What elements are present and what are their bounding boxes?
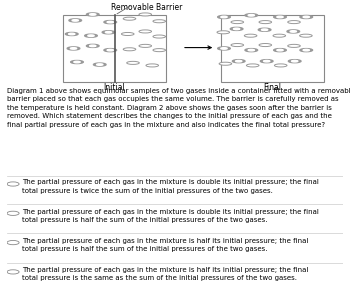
Circle shape [274, 16, 286, 18]
Circle shape [104, 49, 117, 52]
Circle shape [303, 16, 309, 18]
Circle shape [7, 182, 19, 186]
Circle shape [232, 60, 245, 63]
Circle shape [264, 60, 270, 62]
Circle shape [300, 34, 312, 37]
Circle shape [153, 20, 166, 23]
Circle shape [86, 13, 99, 16]
Circle shape [139, 44, 152, 47]
Circle shape [303, 49, 309, 51]
Circle shape [261, 29, 268, 30]
Circle shape [90, 45, 96, 47]
Circle shape [245, 14, 258, 17]
Circle shape [300, 16, 313, 18]
Circle shape [260, 60, 273, 63]
Circle shape [90, 14, 96, 15]
Circle shape [7, 270, 19, 274]
Circle shape [105, 32, 112, 33]
Circle shape [288, 44, 300, 47]
Circle shape [65, 33, 78, 35]
Circle shape [69, 19, 82, 22]
Circle shape [259, 43, 272, 47]
Text: The partial pressure of each gas in the mixture is double its initial pressure; : The partial pressure of each gas in the … [22, 209, 319, 223]
Circle shape [139, 13, 152, 16]
Circle shape [231, 43, 244, 47]
Circle shape [86, 44, 99, 47]
Circle shape [277, 49, 283, 51]
Circle shape [219, 62, 232, 65]
Circle shape [67, 47, 80, 50]
Circle shape [71, 60, 83, 64]
Circle shape [246, 64, 259, 67]
Text: The partial pressure of each gas in the mixture is double its initial pressure; : The partial pressure of each gas in the … [22, 179, 319, 194]
Circle shape [85, 34, 97, 37]
Circle shape [233, 28, 240, 30]
Circle shape [300, 49, 313, 52]
Circle shape [153, 35, 166, 38]
Circle shape [217, 31, 230, 34]
Text: Removable Barrier: Removable Barrier [111, 3, 183, 11]
Circle shape [7, 241, 19, 245]
Circle shape [88, 35, 94, 36]
Circle shape [221, 48, 227, 49]
Circle shape [104, 21, 117, 24]
Circle shape [97, 64, 103, 65]
Circle shape [123, 48, 136, 51]
Text: Initial: Initial [104, 83, 126, 92]
Text: The partial pressure of each gas in the mixture is half its initial pressure; th: The partial pressure of each gas in the … [22, 238, 308, 252]
Circle shape [273, 34, 286, 37]
Circle shape [93, 63, 106, 66]
Circle shape [127, 61, 139, 64]
Text: Final: Final [263, 83, 281, 92]
Bar [220, 15, 324, 81]
Circle shape [244, 34, 257, 37]
Circle shape [72, 20, 78, 21]
Circle shape [69, 33, 75, 35]
Circle shape [218, 47, 230, 50]
Circle shape [230, 27, 243, 30]
Circle shape [221, 16, 227, 18]
Text: The partial pressure of each gas in the mixture is half its initial pressure; th: The partial pressure of each gas in the … [22, 267, 308, 282]
Text: Diagram 1 above shows equimolar samples of two gases inside a container fitted w: Diagram 1 above shows equimolar samples … [7, 88, 350, 128]
Circle shape [245, 49, 258, 52]
Circle shape [70, 48, 77, 49]
Circle shape [258, 28, 271, 31]
Circle shape [102, 31, 115, 34]
Bar [63, 15, 166, 81]
Circle shape [231, 21, 244, 24]
Circle shape [248, 15, 254, 16]
Circle shape [287, 30, 300, 33]
Circle shape [107, 49, 113, 51]
Circle shape [218, 16, 230, 18]
Circle shape [236, 60, 242, 62]
Circle shape [277, 16, 283, 18]
Circle shape [74, 61, 80, 63]
Circle shape [288, 60, 301, 63]
Circle shape [146, 64, 159, 67]
Circle shape [121, 33, 134, 35]
Circle shape [259, 21, 272, 24]
Circle shape [290, 31, 296, 32]
Circle shape [139, 30, 152, 33]
Circle shape [123, 17, 136, 20]
Circle shape [274, 64, 287, 67]
Circle shape [274, 49, 286, 52]
Circle shape [7, 211, 19, 215]
Circle shape [292, 60, 298, 62]
Circle shape [153, 49, 166, 52]
Circle shape [107, 21, 113, 23]
Circle shape [288, 21, 300, 24]
Circle shape [248, 49, 254, 51]
